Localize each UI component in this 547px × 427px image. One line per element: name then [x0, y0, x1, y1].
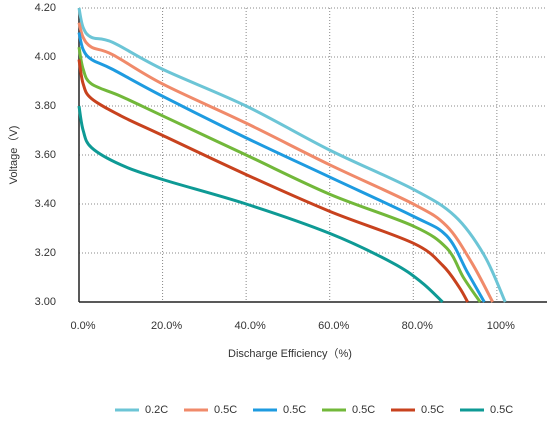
x-tick-label: 20.0%: [151, 320, 182, 332]
series-line: [77, 22, 495, 303]
y-axis-title: Voltage（V): [7, 126, 20, 185]
y-tick-label: 4.20: [35, 2, 56, 14]
legend-label: 0.2C: [145, 404, 168, 416]
y-tick-label: 3.20: [35, 247, 56, 259]
x-tick-label: 100%: [487, 320, 515, 332]
legend-label: 0.5C: [283, 404, 306, 416]
legend-label: 0.5C: [421, 404, 444, 416]
series-line: [77, 7, 507, 303]
y-tick-label: 3.80: [35, 100, 56, 112]
y-tick-label: 3.00: [35, 296, 56, 308]
x-tick-label: 40.0%: [235, 320, 266, 332]
y-tick-label: 4.00: [35, 51, 56, 63]
x-tick-label: 0.0%: [70, 320, 95, 332]
legend-label: 0.5C: [214, 404, 237, 416]
series-line: [77, 46, 482, 303]
x-tick-label: 80.0%: [402, 320, 433, 332]
x-tick-label: 60.0%: [318, 320, 349, 332]
legend-label: 0.5C: [490, 404, 513, 416]
series-line: [77, 105, 444, 304]
series-line: [77, 59, 469, 303]
series-line: [77, 32, 486, 303]
legend-label: 0.5C: [352, 404, 375, 416]
x-axis-title: Discharge Efficiency（%): [228, 347, 352, 360]
y-tick-label: 3.40: [35, 198, 56, 210]
y-tick-label: 3.60: [35, 149, 56, 161]
